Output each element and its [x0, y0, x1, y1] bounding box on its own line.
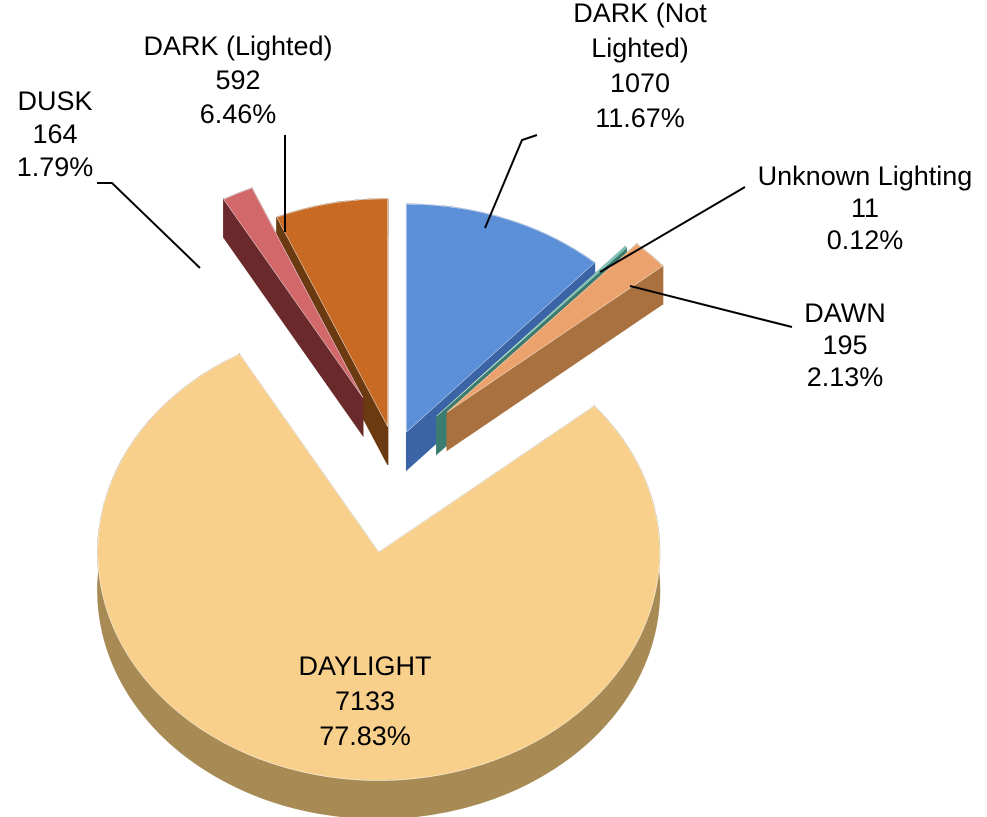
slice-label: DAYLIGHT — [298, 651, 431, 681]
labels: DARK (Not Lighted) 1070 11.67% Unknown Light… — [17, 0, 973, 751]
leader-line — [629, 285, 793, 328]
value-label: 592 — [215, 65, 260, 95]
slice — [97, 354, 660, 781]
leader-lines — [97, 134, 793, 328]
leader-line — [484, 134, 538, 229]
percent-label: 77.83% — [319, 721, 411, 751]
value-label: 7133 — [335, 686, 395, 716]
percent-label: 6.46% — [200, 99, 277, 129]
slice — [436, 246, 627, 417]
value-label: 11 — [851, 193, 879, 223]
slice-label: Unknown Lighting — [758, 161, 973, 191]
percent-label: 2.13% — [807, 362, 884, 392]
slice-label: DUSK — [17, 86, 92, 116]
slice — [446, 242, 664, 452]
value-label: 1070 — [610, 68, 670, 98]
slice-label: DAWN — [804, 298, 886, 328]
slice — [446, 243, 664, 413]
pie — [97, 187, 664, 817]
slice — [97, 352, 661, 817]
percent-label: 0.12% — [827, 225, 904, 255]
slice — [223, 187, 364, 438]
slice-label: DARK (Lighted) — [143, 31, 332, 61]
leader-line — [97, 182, 201, 269]
value-label: 195 — [822, 330, 867, 360]
slice-label: DARK (Not Lighted) — [573, 0, 707, 63]
percent-label: 1.79% — [17, 152, 94, 182]
leader-line — [599, 186, 746, 273]
slice — [223, 187, 364, 398]
slice — [276, 198, 388, 427]
slice — [406, 203, 596, 433]
percent-label: 11.67% — [595, 103, 685, 133]
value-label: 164 — [32, 119, 77, 149]
